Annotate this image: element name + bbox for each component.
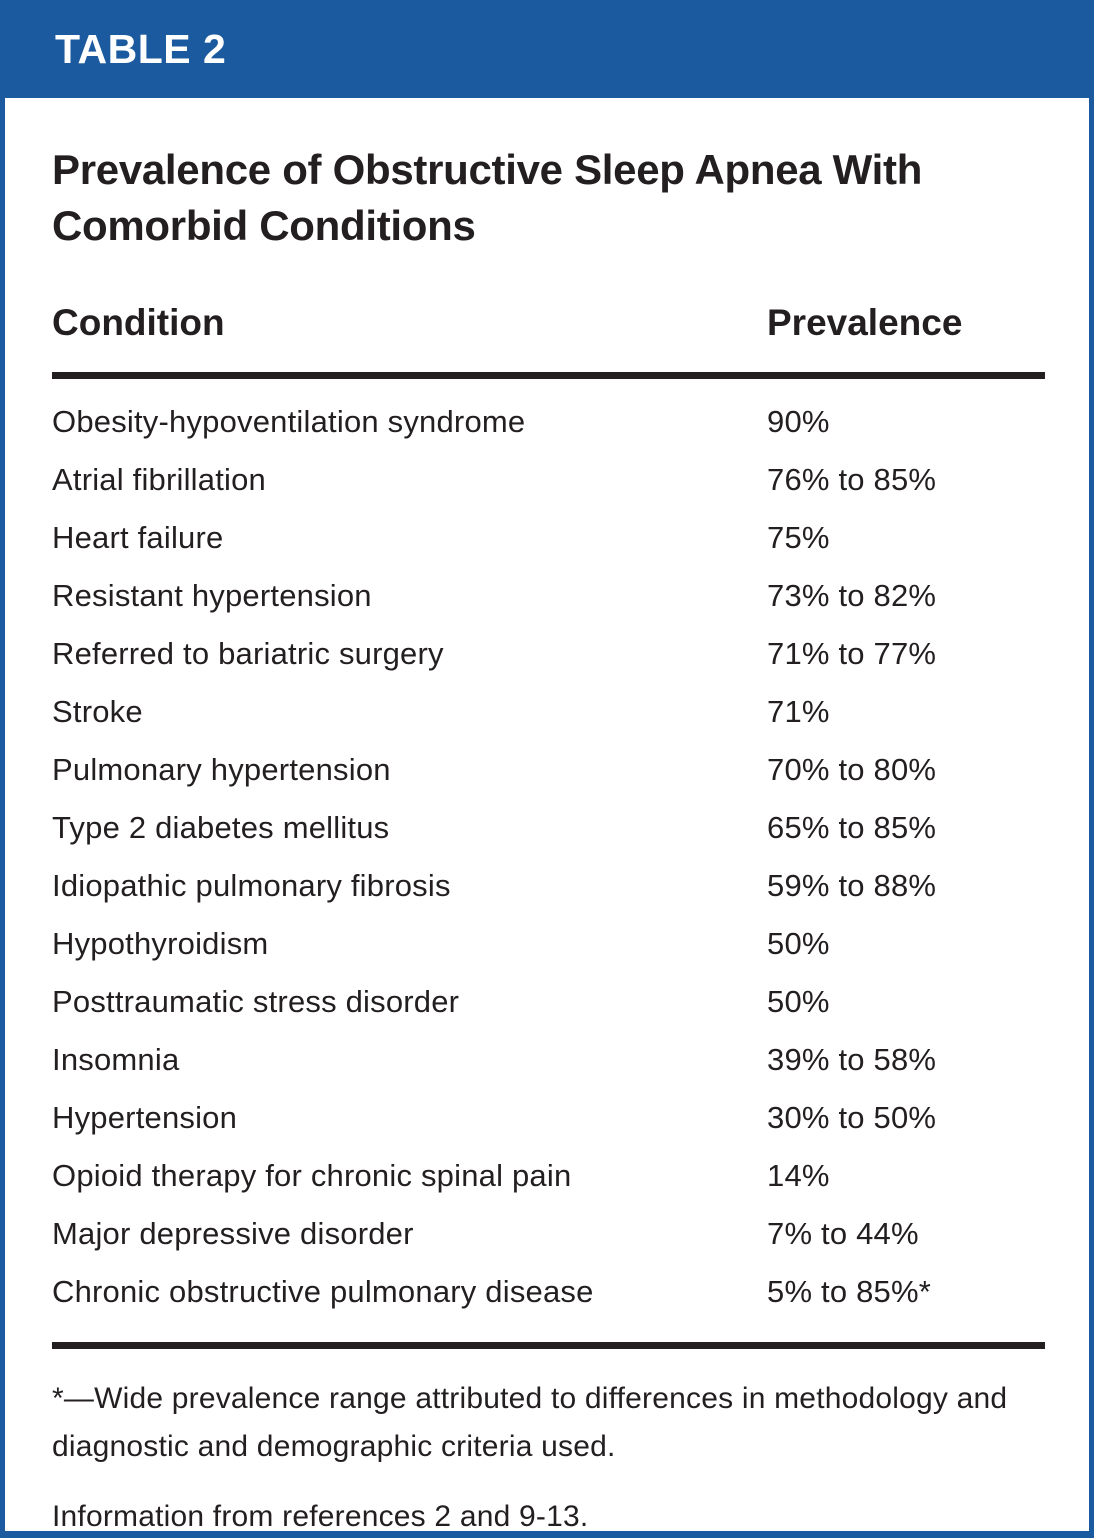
condition-cell: Chronic obstructive pulmonary disease — [52, 1273, 594, 1309]
table-row: Pulmonary hypertension 70% to 80% — [52, 741, 1045, 799]
table-row: Referred to bariatric surgery 71% to 77% — [52, 625, 1045, 683]
prevalence-cell: 71% to 77% — [767, 635, 937, 671]
prevalence-cell: 59% to 88% — [767, 867, 937, 903]
source-footnote: Information from references 2 and 9-13. — [52, 1499, 589, 1533]
table-title: Prevalence of Obstructive Sleep Apnea Wi… — [52, 146, 923, 249]
prevalence-cell: 70% to 80% — [767, 751, 937, 787]
prevalence-cell: 75% — [767, 519, 830, 555]
condition-cell: Atrial fibrillation — [52, 461, 266, 497]
table-row: Obesity-hypoventilation syndrome 90% — [52, 375, 1045, 451]
condition-cell: Hypothyroidism — [52, 925, 269, 961]
condition-cell: Insomnia — [52, 1041, 180, 1077]
condition-cell: Resistant hypertension — [52, 577, 372, 613]
condition-cell: Idiopathic pulmonary fibrosis — [52, 867, 451, 903]
condition-cell: Posttraumatic stress disorder — [52, 983, 460, 1019]
asterisk-footnote: *—Wide prevalence range attributed to di… — [52, 1381, 1008, 1463]
prevalence-cell: 39% to 58% — [767, 1041, 937, 1077]
prevalence-cell: 71% — [767, 693, 830, 729]
prevalence-cell: 5% to 85%* — [767, 1273, 931, 1309]
condition-cell: Major depressive disorder — [52, 1215, 414, 1251]
prevalence-cell: 30% to 50% — [767, 1099, 937, 1135]
table-bottom-rule — [52, 1341, 1045, 1349]
condition-cell: Pulmonary hypertension — [52, 751, 391, 787]
condition-cell: Stroke — [52, 693, 143, 729]
table-content: Prevalence of Obstructive Sleep Apnea Wi… — [5, 142, 1089, 1533]
prevalence-cell: 76% to 85% — [767, 461, 937, 497]
table-row: Type 2 diabetes mellitus 65% to 85% — [52, 799, 1045, 857]
condition-cell: Heart failure — [52, 519, 224, 555]
table-row: Heart failure 75% — [52, 509, 1045, 567]
condition-cell: Opioid therapy for chronic spinal pain — [52, 1157, 572, 1193]
table-header-row: Condition Prevalence — [52, 301, 1045, 379]
prevalence-cell: 73% to 82% — [767, 577, 937, 613]
table-row: Opioid therapy for chronic spinal pain 1… — [52, 1147, 1045, 1205]
column-header-prevalence: Prevalence — [767, 301, 1045, 379]
table-row: Resistant hypertension 73% to 82% — [52, 567, 1045, 625]
prevalence-cell: 50% — [767, 983, 830, 1019]
condition-cell: Type 2 diabetes mellitus — [52, 809, 390, 845]
prevalence-cell: 50% — [767, 925, 830, 961]
table-banner: TABLE 2 — [5, 0, 1089, 98]
condition-cell: Hypertension — [52, 1099, 238, 1135]
condition-cell: Referred to bariatric surgery — [52, 635, 444, 671]
table-number-label: TABLE 2 — [55, 25, 227, 72]
prevalence-cell: 65% to 85% — [767, 809, 937, 845]
table-row: Chronic obstructive pulmonary disease 5%… — [52, 1263, 1045, 1321]
table-row: Stroke 71% — [52, 683, 1045, 741]
condition-cell: Obesity-hypoventilation syndrome — [52, 403, 526, 439]
prevalence-cell: 7% to 44% — [767, 1215, 919, 1251]
table-row: Atrial fibrillation 76% to 85% — [52, 451, 1045, 509]
table-row: Hypertension 30% to 50% — [52, 1089, 1045, 1147]
table-row: Insomnia 39% to 58% — [52, 1031, 1045, 1089]
table-row: Idiopathic pulmonary fibrosis 59% to 88% — [52, 857, 1045, 915]
prevalence-cell: 90% — [767, 403, 830, 439]
prevalence-cell: 14% — [767, 1157, 830, 1193]
table-row: Major depressive disorder 7% to 44% — [52, 1205, 1045, 1263]
table-row: Hypothyroidism 50% — [52, 915, 1045, 973]
prevalence-table: Condition Prevalence Obesity-hypoventila… — [52, 301, 1045, 1321]
column-header-condition: Condition — [52, 301, 767, 379]
table-row: Posttraumatic stress disorder 50% — [52, 973, 1045, 1031]
